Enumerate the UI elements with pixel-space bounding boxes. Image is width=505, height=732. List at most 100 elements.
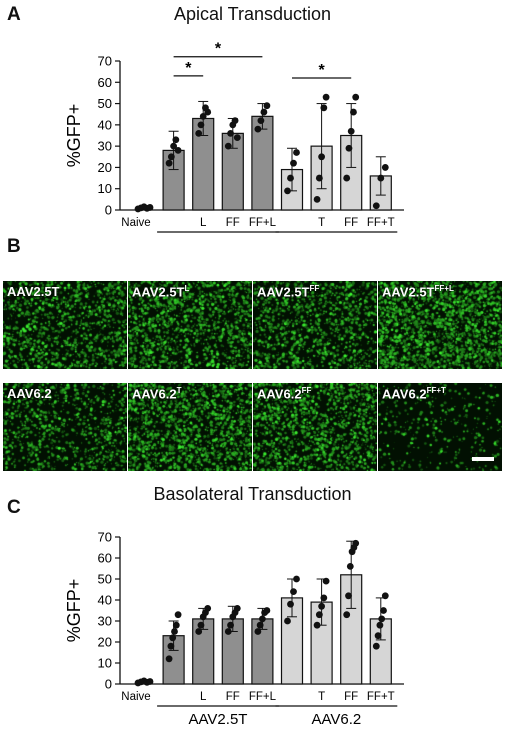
y-tick-label: 30 — [98, 139, 112, 154]
data-point — [231, 117, 239, 124]
data-point — [171, 628, 178, 635]
data-point — [290, 159, 297, 167]
data-point — [167, 642, 175, 650]
data-point — [224, 142, 232, 150]
micrograph-label-superscript: T — [176, 386, 182, 395]
data-point — [287, 600, 294, 608]
fluorescence-image — [253, 383, 377, 471]
data-point — [254, 125, 262, 133]
data-point — [284, 187, 291, 195]
x-tick-label: FF+T — [367, 691, 395, 703]
group-label: AAV2.5T — [189, 711, 248, 728]
x-tick-label: T — [318, 217, 325, 229]
data-point — [347, 127, 355, 135]
data-point — [284, 617, 291, 625]
micrograph-tile: AAV6.2FF+T — [378, 383, 502, 471]
micrograph-label: AAV2.5TL — [132, 284, 189, 299]
y-axis-label: %GFP+ — [64, 579, 84, 643]
micrograph-label-superscript: FF — [301, 386, 312, 395]
data-point — [343, 174, 351, 182]
data-point — [290, 588, 297, 595]
group-label: AAV2.5T — [189, 237, 248, 240]
micrograph-tile: AAV2.5TFF — [253, 281, 377, 369]
data-point — [204, 108, 212, 116]
fluorescence-image — [3, 383, 127, 471]
y-tick-label: 60 — [98, 551, 112, 566]
micrograph-label-base: AAV6.2 — [257, 386, 302, 402]
data-point — [322, 577, 330, 585]
x-tick-label: Naive — [121, 217, 150, 229]
data-point — [287, 174, 294, 182]
group-label: AAV6.2 — [312, 711, 362, 728]
data-point — [372, 642, 380, 650]
x-tick-label: L — [200, 217, 207, 229]
micrograph-tile: AAV2.5T — [3, 281, 127, 369]
micrograph-tile: AAV6.2FF — [253, 383, 377, 471]
data-point — [256, 621, 264, 629]
data-point — [146, 678, 154, 685]
data-point — [197, 121, 205, 129]
data-point — [345, 592, 352, 600]
data-point — [195, 129, 203, 137]
data-point — [227, 129, 234, 137]
x-tick-label: FF+L — [249, 217, 277, 229]
panel-label-b: B — [7, 236, 21, 257]
data-point — [352, 539, 360, 547]
data-point — [170, 142, 178, 150]
chart-title-basolateral: Basolateral Transduction — [153, 484, 352, 504]
data-point — [320, 104, 328, 112]
fluorescence-image — [253, 281, 377, 369]
x-tick-label: FF — [226, 691, 240, 703]
micrograph-label-base: AAV2.5T — [132, 284, 185, 300]
data-point — [380, 607, 387, 614]
micrograph-label-superscript: FF+L — [434, 284, 454, 293]
x-tick-label: FF+T — [367, 217, 395, 229]
data-point — [263, 102, 271, 110]
micrograph-label-base: AAV2.5T — [382, 284, 435, 300]
data-point — [169, 634, 177, 642]
x-tick-label: T — [318, 691, 325, 703]
data-point — [172, 621, 180, 629]
micrograph-label: AAV2.5TFF+L — [382, 284, 454, 299]
data-point — [195, 628, 203, 635]
significance-star: * — [185, 60, 192, 77]
x-tick-label: L — [200, 691, 207, 703]
micrograph-label: AAV6.2FF+T — [382, 386, 446, 401]
data-point — [322, 93, 330, 101]
data-point — [204, 605, 212, 612]
data-point — [313, 621, 321, 629]
micrograph-label: AAV6.2T — [132, 386, 181, 401]
micrograph-label: AAV6.2FF — [257, 386, 311, 401]
fluorescence-image — [3, 281, 127, 369]
data-point — [318, 602, 325, 610]
data-point — [174, 611, 182, 619]
micrograph-label-base: AAV2.5T — [257, 284, 310, 300]
data-point — [377, 174, 385, 182]
y-tick-label: 10 — [98, 181, 112, 196]
micrograph-label-base: AAV2.5T — [7, 284, 60, 299]
data-point — [146, 204, 154, 211]
data-point — [376, 621, 384, 629]
micrograph-tile: AAV2.5TFF+L — [378, 281, 502, 369]
y-axis-label: %GFP+ — [64, 104, 84, 168]
micrograph-label-superscript: FF — [309, 284, 320, 293]
micrograph-label: AAV2.5TFF — [257, 284, 319, 299]
micrograph-label: AAV2.5T — [7, 284, 60, 299]
data-point — [352, 93, 360, 101]
data-point — [257, 117, 265, 124]
significance-star: * — [318, 62, 325, 79]
data-point — [233, 605, 241, 612]
apical-bar-chart: 0 10 20 30 40 50 60 70 %GFP+ Naive L FF FF+L T FF FF+T A… — [64, 41, 404, 240]
y-tick-label: 30 — [98, 614, 112, 629]
data-point — [315, 611, 323, 619]
data-point — [318, 153, 325, 161]
significance-star: * — [215, 41, 222, 58]
micrograph-label-superscript: L — [184, 284, 190, 293]
data-point — [381, 592, 389, 600]
data-point — [199, 112, 207, 120]
micrograph-label-base: AAV6.2 — [7, 386, 52, 401]
data-point — [259, 615, 266, 623]
fluorescence-image — [378, 383, 502, 471]
data-point — [313, 195, 321, 203]
